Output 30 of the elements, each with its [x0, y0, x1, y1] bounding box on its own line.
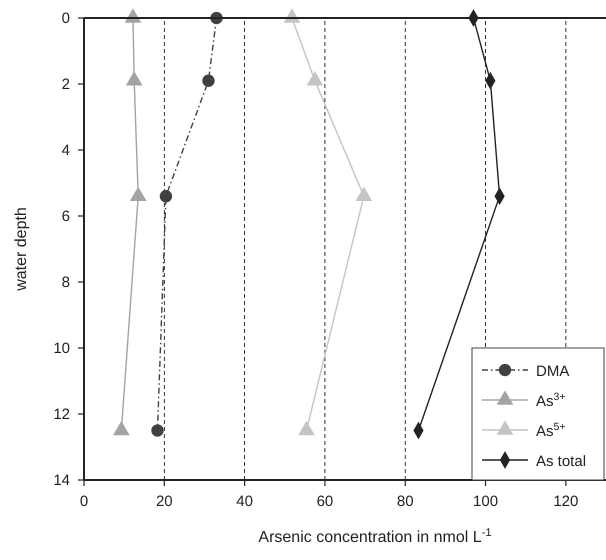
x-tick-label: 60 — [316, 493, 334, 510]
point — [126, 71, 143, 86]
y-tick-label: 10 — [53, 340, 70, 357]
y-tick-label: 14 — [53, 472, 70, 489]
point — [160, 190, 172, 202]
x-tick-label: 0 — [80, 493, 88, 510]
point — [113, 420, 130, 436]
point — [130, 186, 147, 202]
y-tick-label: 0 — [62, 10, 70, 27]
point — [151, 424, 164, 437]
point — [356, 186, 372, 202]
x-axis-title: Arsenic concentration in nmol L$^{-1}$ — [258, 527, 492, 546]
x-tick-label: 80 — [396, 493, 414, 510]
y-tick-label: 12 — [53, 406, 70, 423]
y-tick-label: 4 — [62, 142, 70, 159]
y-axis-title: water depth — [13, 207, 30, 292]
y-tick-label: 2 — [62, 76, 70, 93]
point — [306, 71, 324, 86]
legend-label: As$^{3+}$ — [536, 391, 566, 410]
x-tick-label: 20 — [156, 493, 173, 510]
point — [202, 74, 215, 87]
legend-label: DMA — [536, 363, 570, 380]
y-tick-label: 6 — [62, 208, 70, 225]
point — [298, 420, 315, 436]
x-tick-label: 100 — [473, 493, 498, 510]
x-tick-label: 40 — [236, 493, 253, 510]
x-tick-label: 120 — [553, 493, 578, 510]
legend-label: As$^{5+}$ — [536, 421, 566, 440]
legend-label: As total — [536, 453, 586, 470]
y-tick-label: 8 — [62, 274, 70, 291]
